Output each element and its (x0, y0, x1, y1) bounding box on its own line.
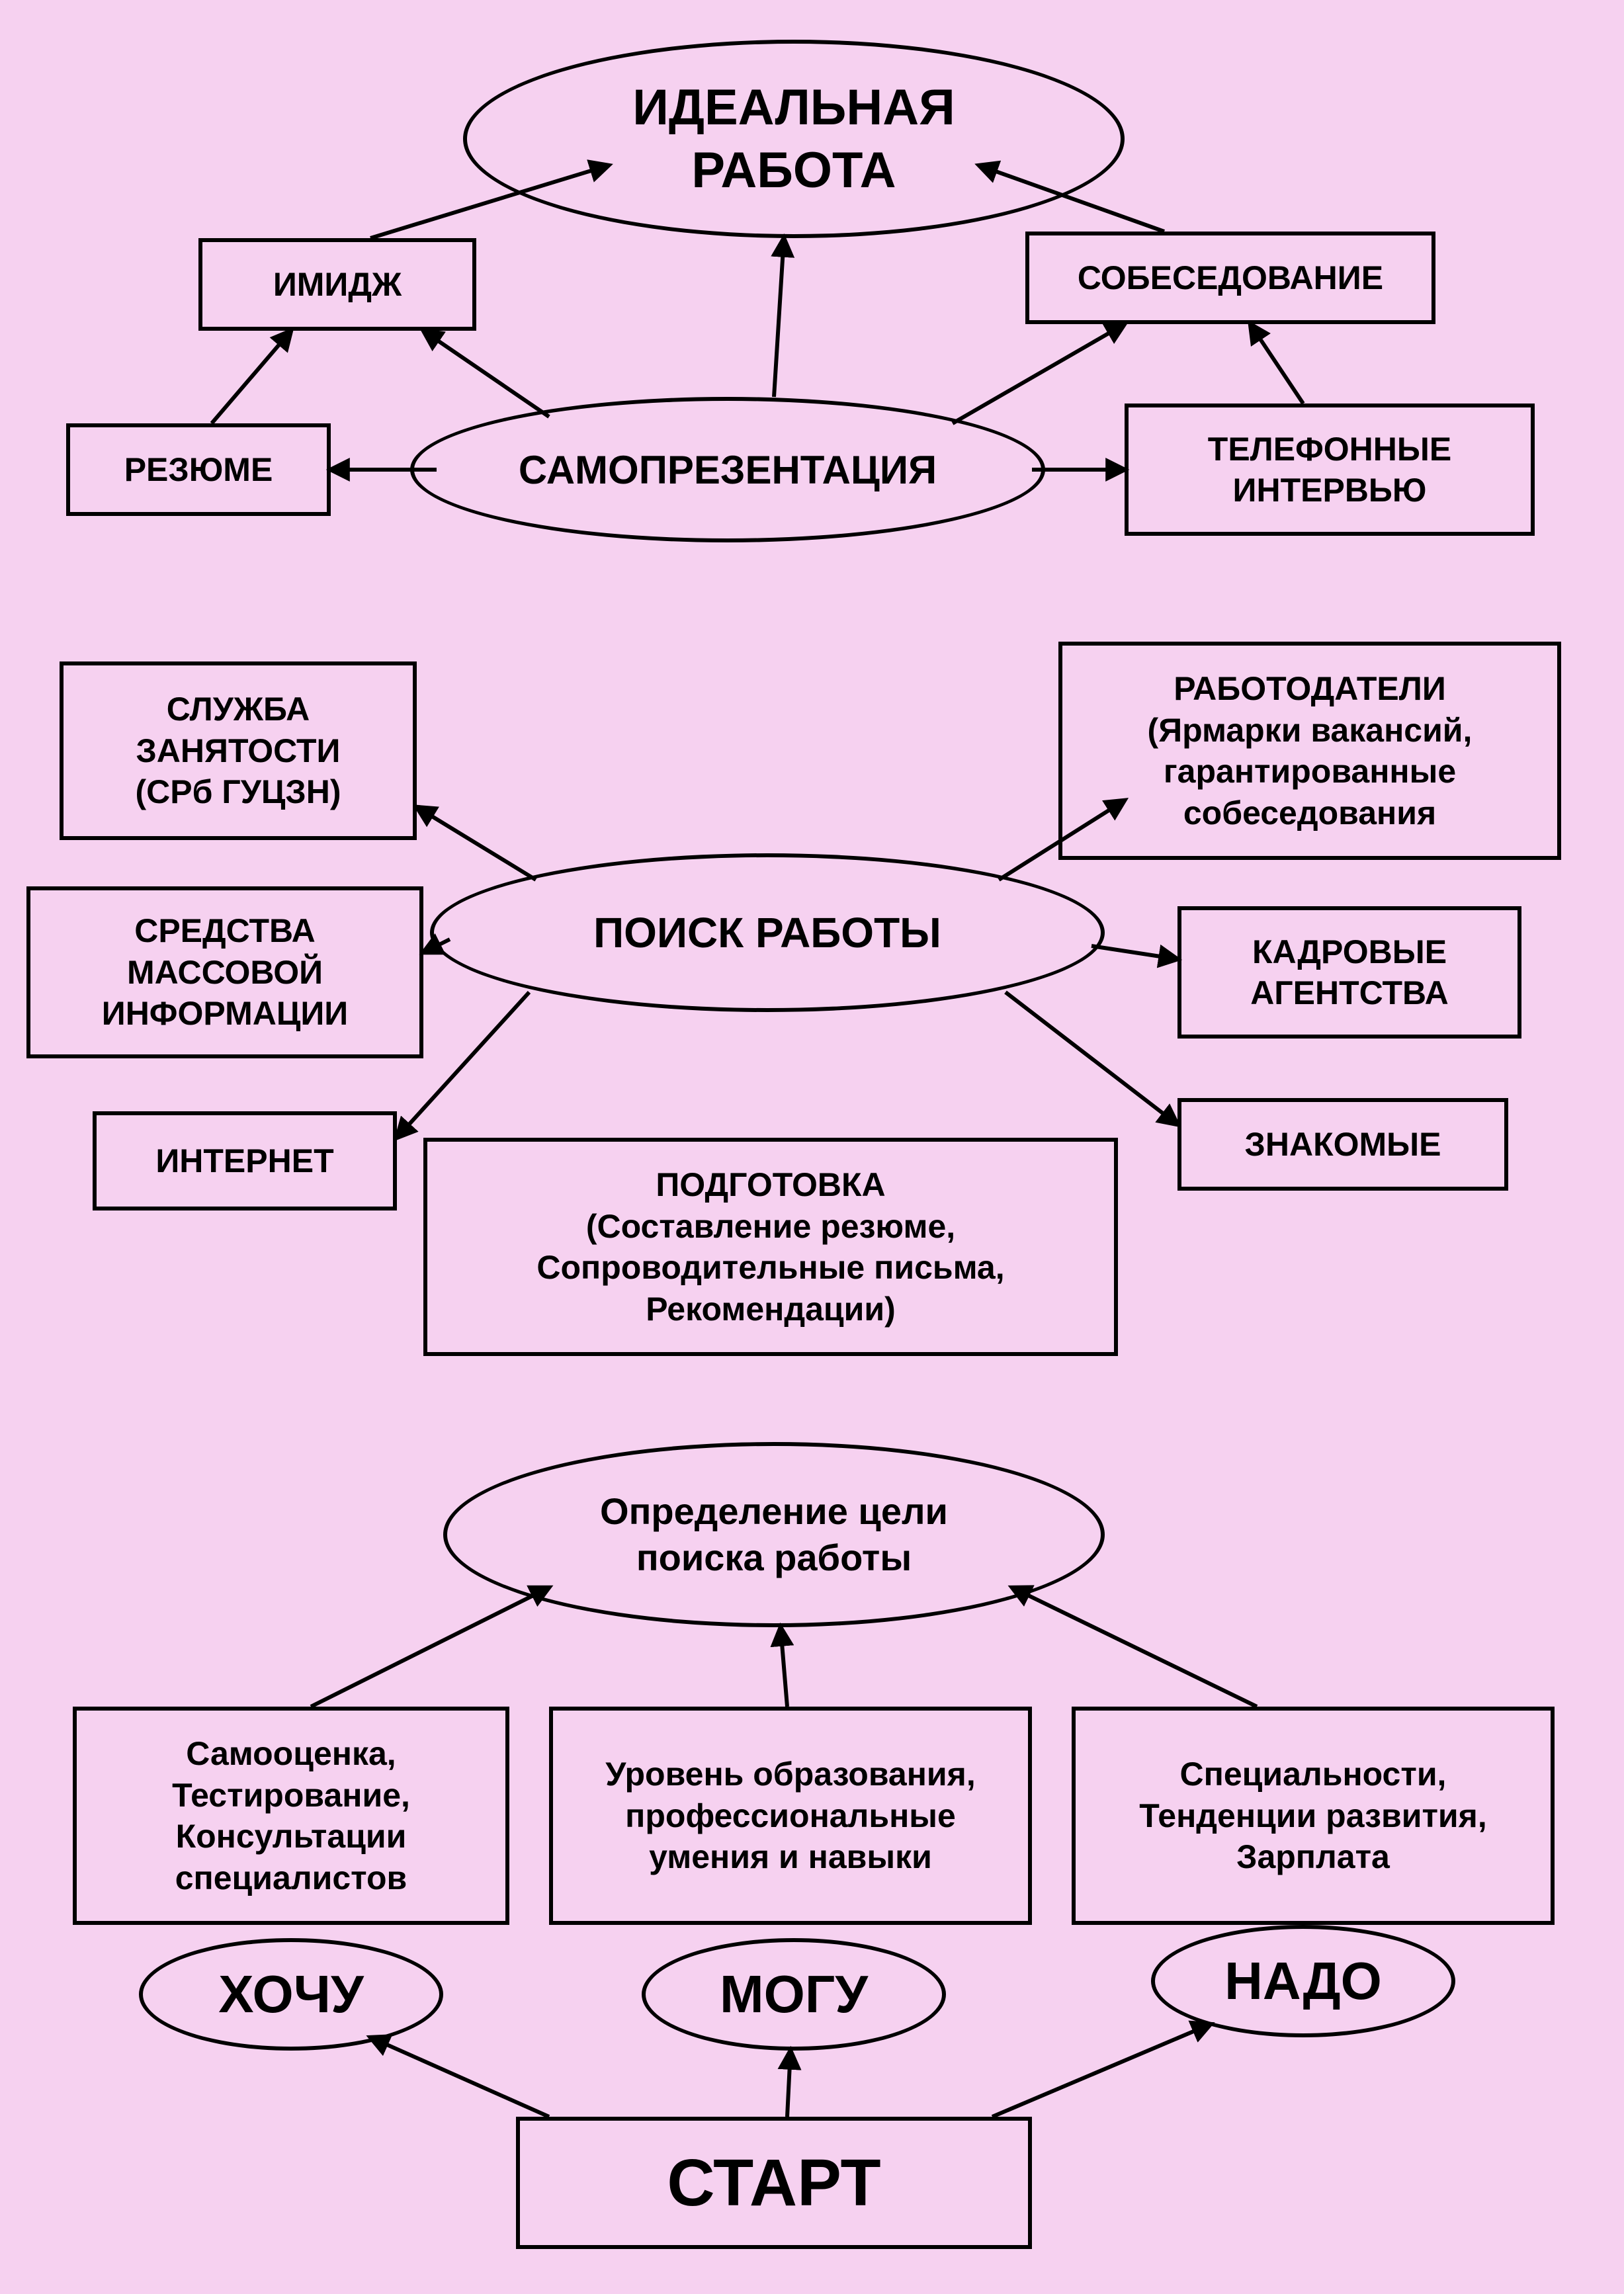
node-selfpres: САМОПРЕЗЕНТАЦИЯ (410, 397, 1045, 542)
node-goal: Определение цели поиска работы (443, 1442, 1105, 1627)
edge-jobsearch-to-agencies (1091, 946, 1177, 959)
node-media: СРЕДСТВА МАССОВОЙ ИНФОРМАЦИИ (26, 886, 423, 1058)
edge-want_box-to-goal (311, 1588, 549, 1707)
node-jobsearch: ПОИСК РАБОТЫ (430, 853, 1105, 1012)
edge-start-to-need (992, 2024, 1211, 2117)
edge-selfpres-to-ideal (774, 238, 784, 397)
node-interview: СОБЕСЕДОВАНИЕ (1025, 232, 1435, 324)
node-need_box: Специальности, Тенденции развития, Зарпл… (1072, 1707, 1555, 1925)
node-friends: ЗНАКОМЫЕ (1177, 1098, 1508, 1191)
node-employment: СЛУЖБА ЗАНЯТОСТИ (СРб ГУЦЗН) (60, 661, 417, 840)
node-can_box: Уровень образования, профессиональные ум… (549, 1707, 1032, 1925)
edge-jobsearch-to-friends (1005, 992, 1177, 1125)
node-want_box: Самооценка, Тестирование, Консультации с… (73, 1707, 509, 1925)
node-internet: ИНТЕРНЕТ (93, 1111, 397, 1211)
node-phone: ТЕЛЕФОННЫЕ ИНТЕРВЬЮ (1125, 404, 1535, 536)
node-prep: ПОДГОТОВКА (Составление резюме, Сопровод… (423, 1138, 1118, 1356)
node-can: МОГУ (642, 1938, 946, 2051)
edge-start-to-want (370, 2037, 549, 2117)
node-ideal: ИДЕАЛЬНАЯ РАБОТА (463, 40, 1125, 238)
edge-need_box-to-goal (1012, 1588, 1257, 1707)
edge-phone-to-interview (1250, 324, 1303, 404)
node-resume: РЕЗЮМЕ (66, 423, 331, 516)
node-agencies: КАДРОВЫЕ АГЕНТСТВА (1177, 906, 1521, 1039)
node-want: ХОЧУ (139, 1938, 443, 2051)
edge-jobsearch-to-employment (417, 807, 536, 880)
node-start: СТАРТ (516, 2117, 1032, 2249)
diagram-canvas: ИДЕАЛЬНАЯ РАБОТАИМИДЖ СОБЕСЕДОВАНИЕ РЕЗЮМЕ… (0, 0, 1624, 2294)
edge-start-to-can (787, 2051, 791, 2117)
edge-resume-to-image (212, 331, 291, 423)
node-image: ИМИДЖ (198, 238, 476, 331)
edge-can_box-to-goal (781, 1627, 787, 1707)
node-need: НАДО (1151, 1925, 1455, 2037)
node-employers: РАБОТОДАТЕЛИ (Ярмарки вакансий, гарантир… (1058, 642, 1561, 860)
edge-selfpres-to-interview (953, 324, 1125, 423)
edge-selfpres-to-image (423, 331, 549, 417)
